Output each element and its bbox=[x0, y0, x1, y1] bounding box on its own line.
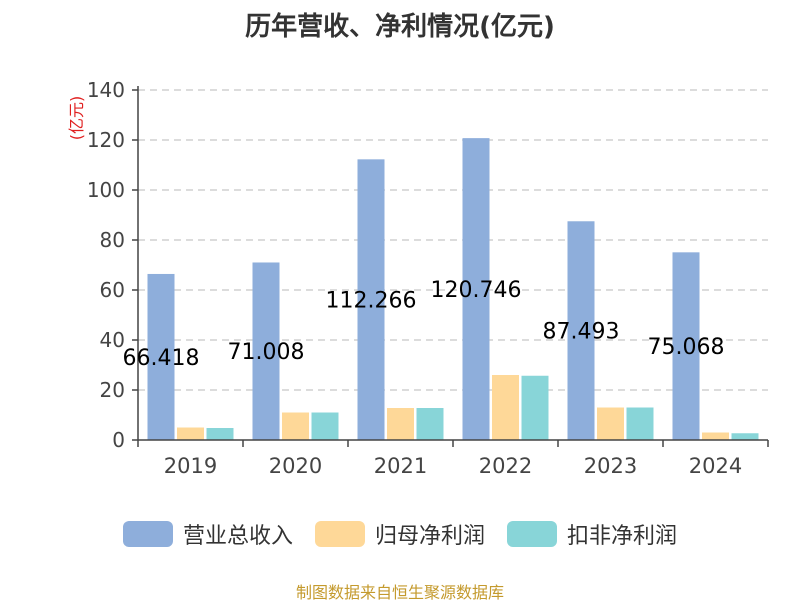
legend-swatch-revenue bbox=[122, 521, 173, 547]
bar-revenue bbox=[672, 252, 700, 440]
bar-revenue bbox=[567, 221, 595, 440]
legend-label-deducted-profit: 扣非净利润 bbox=[567, 524, 678, 549]
data-label: 112.266 bbox=[326, 289, 417, 314]
bar-revenue bbox=[147, 273, 175, 440]
data-label: 120.746 bbox=[431, 278, 522, 303]
y-tick-label: 80 bbox=[100, 228, 125, 252]
bar-net-profit bbox=[702, 432, 729, 440]
y-tick-label: 60 bbox=[100, 278, 125, 302]
data-label: 66.418 bbox=[123, 346, 200, 371]
legend-label-revenue: 营业总收入 bbox=[182, 524, 293, 549]
bar-deducted-profit bbox=[626, 407, 654, 440]
bar-revenue bbox=[252, 262, 280, 440]
y-tick-label: 40 bbox=[100, 328, 125, 352]
data-label: 75.068 bbox=[648, 335, 725, 360]
legend-item-deducted-profit[interactable]: 扣非净利润 bbox=[507, 518, 677, 550]
legend-label-net-profit: 归母净利润 bbox=[374, 524, 485, 549]
data-label: 87.493 bbox=[543, 320, 620, 345]
x-tick-label: 2019 bbox=[164, 454, 217, 478]
legend-item-revenue[interactable]: 营业总收入 bbox=[122, 518, 293, 550]
bar-net-profit bbox=[387, 408, 414, 440]
data-labels: 66.418 71.008 112.266 120.746 87.493 75.068 bbox=[123, 278, 725, 371]
bar-deducted-profit bbox=[206, 428, 234, 440]
legend-item-net-profit[interactable]: 归母净利润 bbox=[314, 518, 485, 550]
x-tick-label: 2020 bbox=[269, 454, 322, 478]
legend: 营业总收入 归母净利润 扣非净利润 bbox=[0, 518, 800, 550]
x-tick-label: 2023 bbox=[584, 454, 637, 478]
bar-net-profit bbox=[177, 427, 204, 440]
legend-swatch-deducted-profit bbox=[507, 521, 557, 547]
y-tick-label: 140 bbox=[87, 78, 125, 102]
axes: 0 20 40 60 80 100 120 140 2019 2020 2021 2022 2023 20… bbox=[87, 78, 769, 478]
grid-lines bbox=[138, 89, 768, 391]
y-tick-label: 120 bbox=[87, 128, 125, 152]
x-tick-label: 2021 bbox=[374, 454, 427, 478]
y-tick-label: 100 bbox=[87, 178, 125, 202]
bar-revenue bbox=[357, 159, 385, 440]
bar-net-profit bbox=[492, 375, 519, 440]
bar-deducted-profit bbox=[311, 412, 339, 440]
x-tick-label: 2022 bbox=[479, 454, 532, 478]
bar-net-profit bbox=[597, 407, 624, 440]
bar-deducted-profit bbox=[521, 375, 549, 440]
bar-deducted-profit bbox=[416, 408, 444, 440]
chart-title: 历年营收、净利情况(亿元) bbox=[245, 12, 555, 42]
bar-net-profit bbox=[282, 412, 309, 440]
y-axis-unit-label: (亿元) bbox=[67, 96, 86, 141]
data-source-note: 制图数据来自恒生聚源数据库 bbox=[295, 583, 504, 602]
x-tick-label: 2024 bbox=[689, 454, 742, 478]
y-tick-label: 20 bbox=[100, 378, 125, 402]
data-label: 71.008 bbox=[228, 340, 305, 365]
bar-deducted-profit bbox=[731, 433, 759, 440]
y-tick-label: 0 bbox=[112, 428, 125, 452]
legend-swatch-net-profit bbox=[314, 521, 365, 547]
bar-revenue bbox=[462, 138, 490, 440]
bars bbox=[147, 138, 759, 440]
